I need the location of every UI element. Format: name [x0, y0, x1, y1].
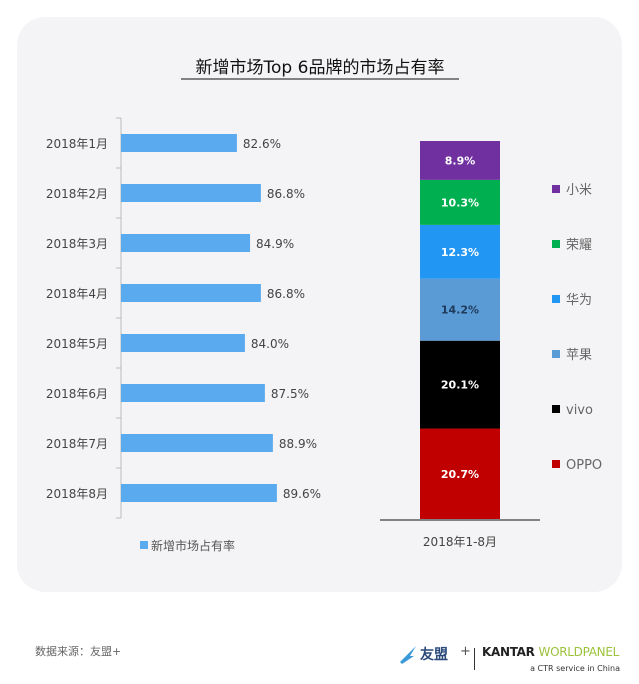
segment-label: 8.9%	[445, 154, 476, 167]
legend-swatch	[552, 295, 560, 303]
legend-swatch	[552, 185, 560, 193]
legend-label: vivo	[566, 403, 593, 418]
category-label: 2018年8月	[46, 487, 108, 501]
stack-segment	[420, 278, 500, 341]
bar	[121, 284, 261, 302]
bar	[121, 484, 277, 502]
legend-swatch	[552, 405, 560, 413]
bar	[121, 184, 261, 202]
category-label: 2018年1-8月	[423, 535, 497, 549]
bird-logo-icon	[400, 646, 416, 664]
legend-swatch	[552, 460, 560, 468]
data-label: 88.9%	[279, 437, 317, 451]
stack-segment	[420, 340, 500, 429]
data-label: 86.8%	[267, 287, 305, 301]
legend-swatch	[552, 350, 560, 358]
stack-segment	[420, 428, 500, 519]
category-label: 2018年7月	[46, 437, 108, 451]
data-label: 84.0%	[251, 337, 289, 351]
legend-label: 荣耀	[566, 238, 592, 253]
stack-segment	[420, 224, 500, 279]
chart-card	[17, 17, 622, 592]
legend-label: 新增市场占有率	[151, 538, 235, 553]
bar	[121, 434, 273, 452]
segment-label: 20.7%	[441, 468, 479, 481]
data-label: 84.9%	[256, 237, 294, 251]
bar	[121, 134, 237, 152]
data-source: 数据来源：友盟+	[35, 645, 122, 658]
kantar-text: KANTAR	[482, 645, 535, 659]
legend-label: OPPO	[566, 458, 602, 473]
legend-label: 小米	[566, 183, 592, 198]
legend-label: 苹果	[566, 348, 592, 363]
segment-label: 12.3%	[441, 246, 479, 259]
youmeng-logo: 友盟	[420, 647, 448, 663]
data-label: 89.6%	[283, 487, 321, 501]
category-label: 2018年2月	[46, 187, 108, 201]
bar	[121, 384, 265, 402]
bar	[121, 234, 251, 252]
category-label: 2018年3月	[46, 237, 108, 251]
kantar-logo: KANTAR WORLDPANEL	[482, 645, 619, 659]
legend-label: 华为	[566, 293, 592, 308]
legend-swatch	[140, 541, 148, 549]
data-label: 82.6%	[243, 137, 281, 151]
logo-divider	[474, 648, 475, 670]
chart-title: 新增市场Top 6品牌的市场占有率	[196, 58, 445, 78]
data-label: 87.5%	[271, 387, 309, 401]
brand-logos: 友盟 + KANTAR WORLDPANEL a CTR service in …	[398, 640, 628, 680]
worldpanel-text: WORLDPANEL	[538, 645, 620, 659]
stack-segment	[420, 140, 500, 180]
legend-swatch	[552, 240, 560, 248]
data-label: 86.8%	[267, 187, 305, 201]
segment-label: 10.3%	[441, 196, 479, 209]
segment-label: 20.1%	[441, 379, 479, 392]
logo-plus: +	[460, 644, 471, 659]
segment-label: 14.2%	[441, 304, 479, 317]
category-label: 2018年6月	[46, 387, 108, 401]
stack-segment	[420, 179, 500, 225]
category-label: 2018年4月	[46, 287, 108, 301]
category-label: 2018年5月	[46, 337, 108, 351]
category-label: 2018年1月	[46, 137, 108, 151]
bar	[121, 334, 245, 352]
logo-tagline: a CTR service in China	[530, 664, 620, 673]
